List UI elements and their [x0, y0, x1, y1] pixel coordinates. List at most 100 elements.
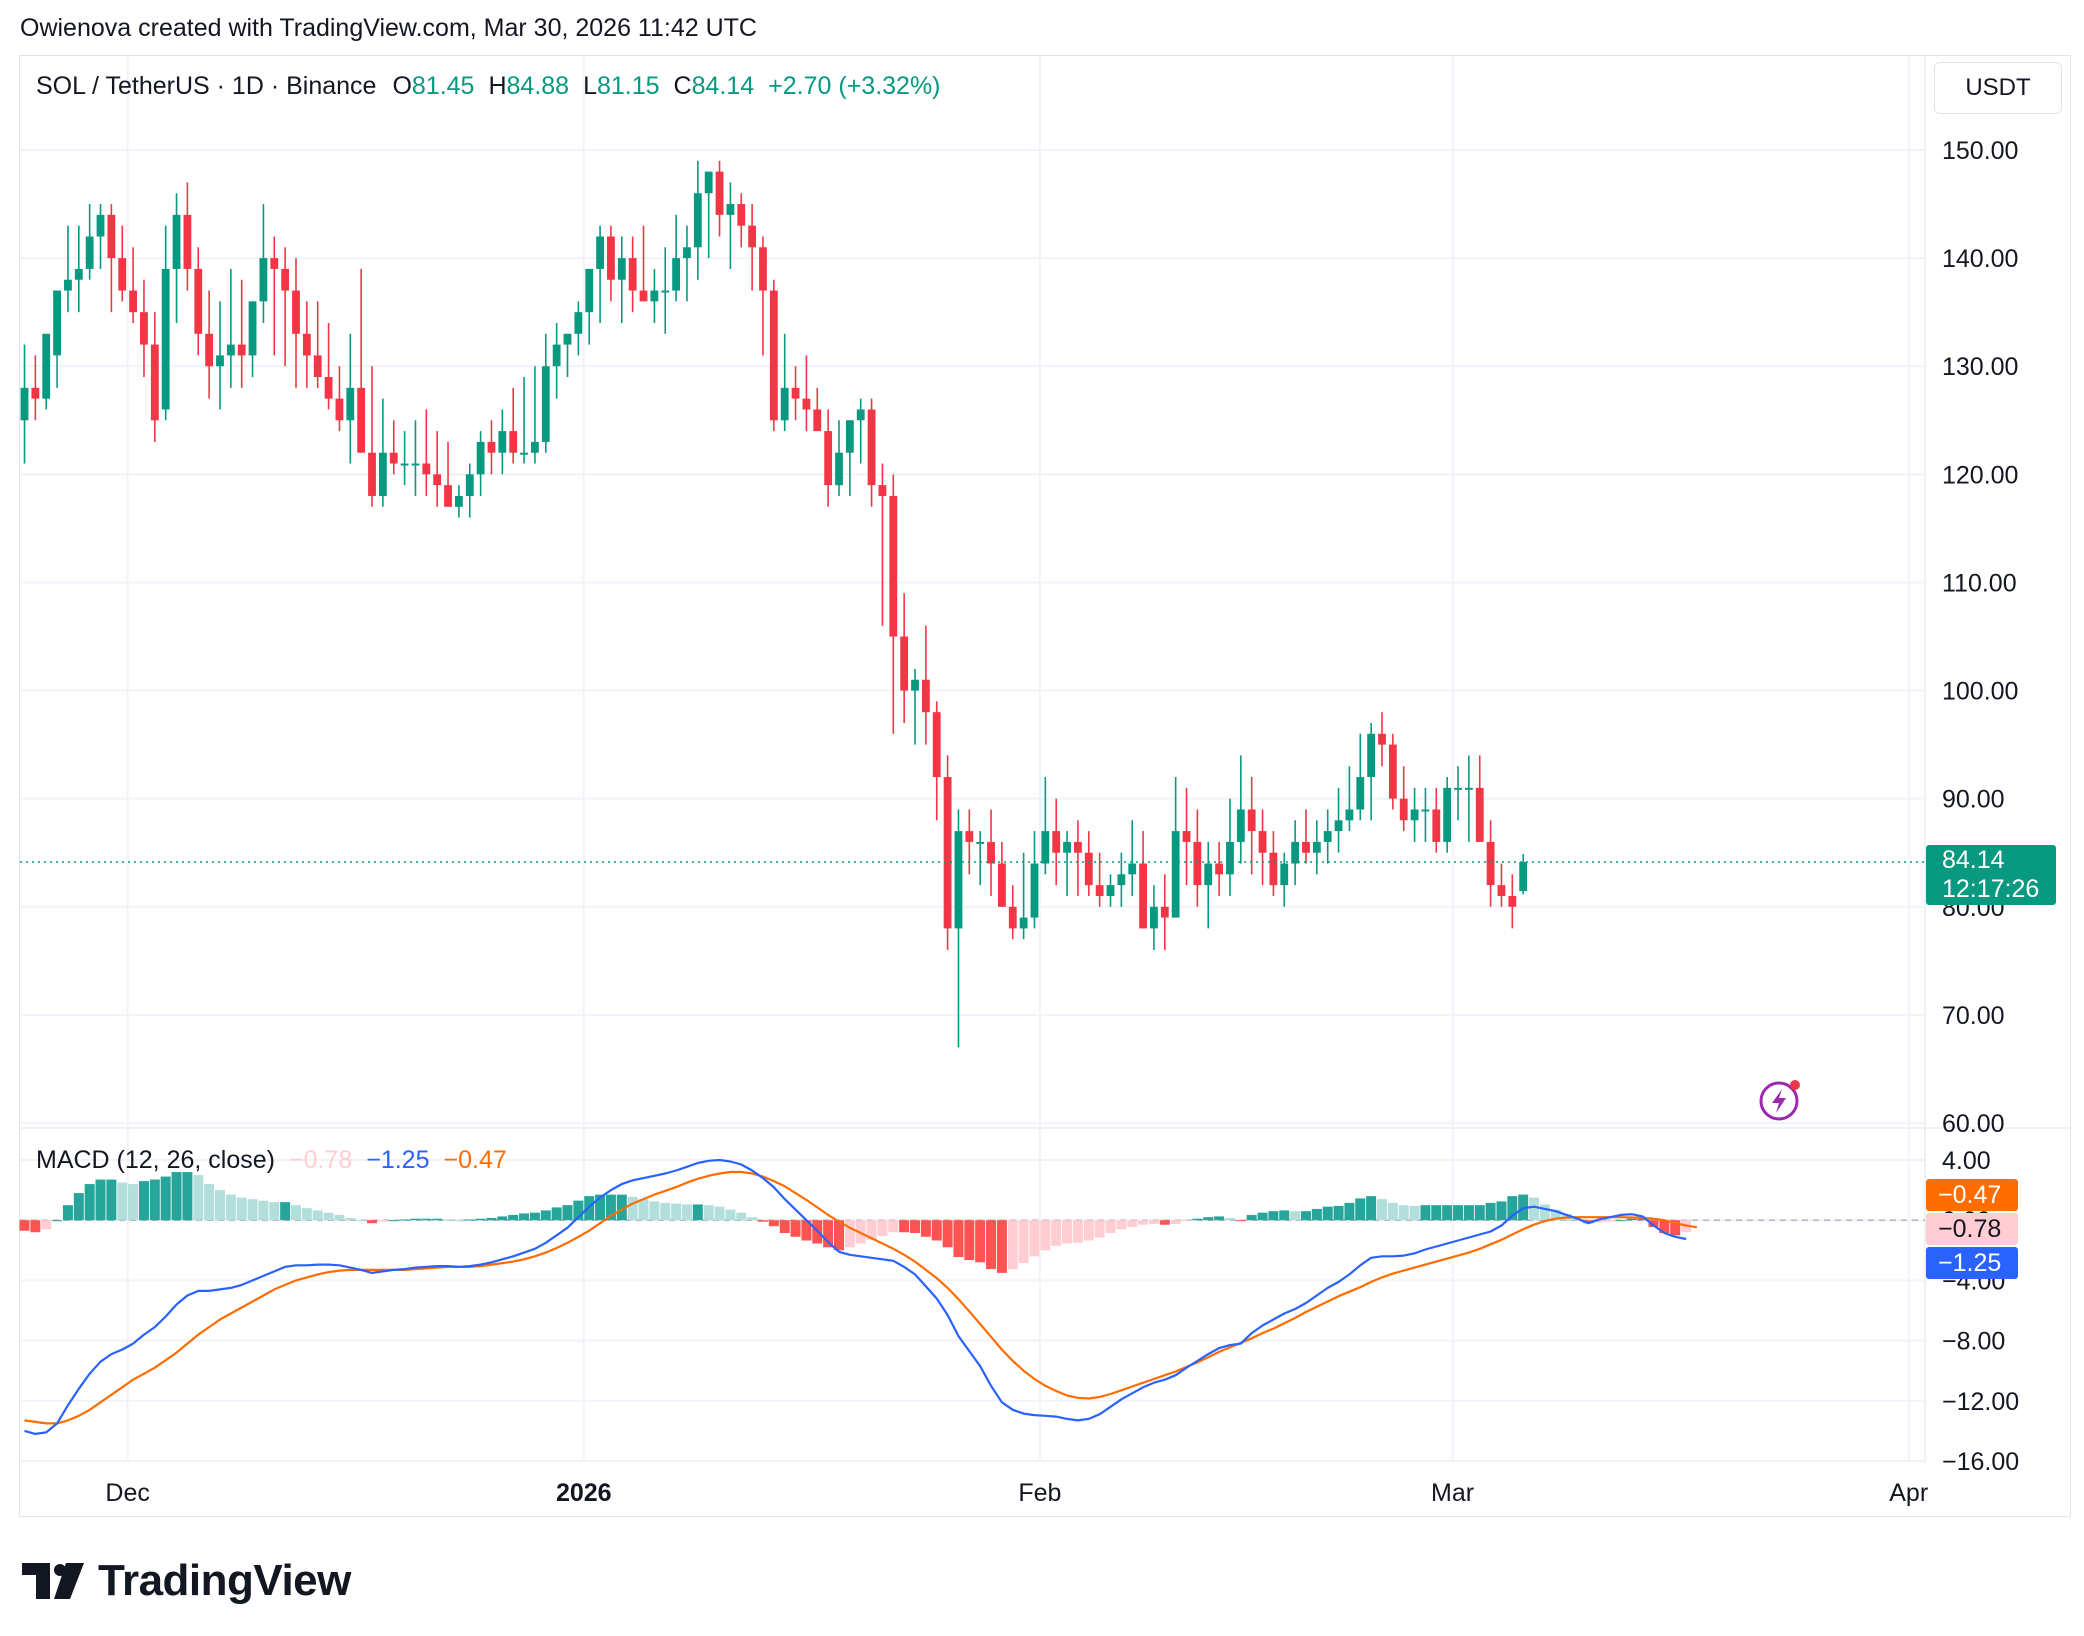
- macd-histogram: [19, 1172, 1692, 1273]
- candle-body: [270, 258, 279, 269]
- macd-histogram-bar: [1453, 1205, 1464, 1221]
- candle-body: [1464, 787, 1473, 790]
- candle-body: [1258, 831, 1267, 853]
- macd-histogram-bar: [95, 1179, 106, 1221]
- macd-histogram-bar: [1300, 1211, 1311, 1221]
- macd-histogram-bar: [996, 1220, 1007, 1273]
- candle-body: [1193, 841, 1202, 886]
- macd-histogram-bar: [1181, 1220, 1192, 1222]
- candle-body: [498, 431, 507, 453]
- candle-body: [856, 409, 865, 421]
- close-value: 84.14: [691, 72, 755, 100]
- macd-histogram-bar: [1529, 1197, 1540, 1221]
- candle-body: [368, 452, 376, 496]
- macd-histogram-bar: [52, 1220, 63, 1222]
- macd-histogram-bar: [1594, 1220, 1605, 1223]
- macd-histogram-bar: [1138, 1220, 1149, 1225]
- macd-value-marker: [1926, 1179, 2018, 1211]
- last-price-label: 84.14: [1942, 846, 2005, 874]
- macd-histogram-bar: [627, 1196, 638, 1221]
- candle-body: [911, 679, 919, 691]
- macd-histogram-bar: [1018, 1220, 1029, 1264]
- macd-histogram-bar: [1496, 1201, 1507, 1221]
- candle-body: [1291, 841, 1300, 864]
- macd-histogram-bar: [1485, 1202, 1496, 1221]
- macd-histogram-bar: [443, 1219, 454, 1221]
- tradingview-logo-icon: [22, 1563, 84, 1599]
- macd-histogram-bar: [953, 1220, 964, 1258]
- macd-histogram-bar: [1648, 1220, 1659, 1227]
- candle-body: [1008, 906, 1017, 929]
- macd-histogram-bar: [1409, 1205, 1420, 1221]
- macd-histogram-bar: [464, 1219, 475, 1221]
- macd-axis-tick-label: −16.00: [1942, 1448, 2019, 1476]
- price-axis-tick-label: 100.00: [1942, 678, 2018, 706]
- macd-histogram-bar: [301, 1208, 312, 1221]
- x-axis-tick-label: Feb: [1018, 1479, 1061, 1507]
- candle-body: [292, 290, 300, 334]
- macd-lines: [24, 1158, 1698, 1436]
- macd-histogram-bar: [1387, 1202, 1398, 1221]
- candle-body: [454, 495, 463, 507]
- candle-body: [639, 290, 648, 302]
- high-label: H: [488, 72, 507, 100]
- high-value: 84.88: [506, 72, 570, 100]
- macd-histogram-bar: [1333, 1205, 1344, 1221]
- macd-histogram-bar: [529, 1212, 540, 1221]
- low-value: 81.15: [596, 72, 660, 100]
- x-axis-tick-label: Dec: [105, 1479, 149, 1507]
- candle-body: [1084, 852, 1093, 886]
- macd-histogram-bar: [616, 1194, 627, 1221]
- macd-line-value: −1.25: [366, 1146, 430, 1174]
- candle-body: [411, 463, 420, 466]
- macd-histogram-bar: [1170, 1220, 1181, 1224]
- macd-histogram-bar: [1159, 1220, 1170, 1225]
- candle-body: [1443, 787, 1452, 842]
- macd-histogram-bar: [1192, 1218, 1203, 1221]
- symbol-legend[interactable]: SOL / TetherUS · 1D · Binance O81.45 H84.8…: [36, 72, 955, 101]
- candle-body: [1280, 863, 1289, 886]
- candle-body: [85, 236, 94, 269]
- macd-histogram-bar: [1127, 1220, 1138, 1227]
- macd-histogram-bar: [1257, 1212, 1268, 1221]
- macd-histogram-bar: [1246, 1214, 1257, 1221]
- candle-body: [118, 258, 127, 291]
- macd-histogram-bar: [1377, 1199, 1387, 1221]
- candle-body: [64, 279, 72, 291]
- macd-histogram-bar: [1062, 1220, 1073, 1244]
- macd-histogram-bar: [1420, 1205, 1431, 1221]
- alert-lightning-icon[interactable]: [1755, 1075, 1805, 1125]
- candle-body: [791, 387, 800, 399]
- candle-body: [172, 214, 181, 269]
- macd-histogram-bar: [1366, 1196, 1377, 1221]
- macd-histogram-bar: [149, 1179, 160, 1221]
- candle-body: [1171, 831, 1180, 918]
- candle-body: [1182, 831, 1191, 842]
- macd-histogram-bar: [1116, 1220, 1127, 1230]
- macd-histogram-value: −0.78: [288, 1146, 353, 1174]
- candle-body: [302, 333, 311, 356]
- macd-title: MACD (12, 26, close): [36, 1146, 275, 1174]
- chart-canvas[interactable]: Dec 2026 Feb Mar Apr 150.00 140.00 130.00 120.00…: [0, 0, 2084, 1540]
- grid-lines: [20, 56, 2071, 1463]
- currency-selector[interactable]: USDT: [1934, 62, 2062, 114]
- candle-body: [628, 258, 637, 291]
- macd-histogram-bar: [649, 1201, 660, 1221]
- tradingview-logo[interactable]: TradingView: [22, 1556, 351, 1606]
- macd-histogram-bar: [1659, 1220, 1670, 1233]
- candle-body: [1247, 809, 1256, 832]
- candle-body: [96, 214, 105, 237]
- candle-body: [704, 171, 713, 194]
- macd-legend[interactable]: MACD (12, 26, close) −0.78 −1.25 −0.47: [36, 1146, 507, 1175]
- macd-value-marker-label: −0.78: [1938, 1215, 2001, 1243]
- candle-body: [607, 236, 615, 280]
- candle-body: [150, 344, 159, 421]
- macd-histogram-bar: [540, 1210, 551, 1221]
- signal-line: [24, 1170, 1698, 1425]
- candle-body: [1106, 885, 1115, 896]
- candle-body: [237, 344, 246, 356]
- macd-histogram-bar: [345, 1217, 356, 1221]
- price-axis-tick-label: 140.00: [1942, 245, 2018, 273]
- macd-histogram-bar: [573, 1200, 584, 1221]
- candle-body: [965, 831, 974, 842]
